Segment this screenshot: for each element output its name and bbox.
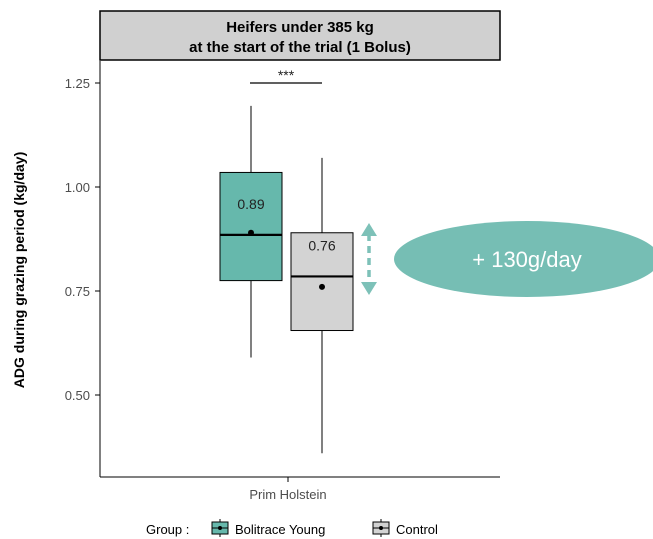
interquartile-box <box>219 171 283 282</box>
facet-title-line2: at the start of the trial (1 Bolus) <box>189 39 411 56</box>
box-control: 0.76 <box>290 157 354 454</box>
y-tick-label: 0.50 <box>65 388 90 403</box>
difference-callout <box>394 221 653 297</box>
mean-point <box>248 229 254 236</box>
x-tick-label: Prim Holstein <box>249 487 326 502</box>
y-tick-label: 0.75 <box>65 284 90 299</box>
legend: Group : Bolitrace Young Control <box>146 519 438 537</box>
significance-label: *** <box>278 67 295 83</box>
legend-label-bolitrace-young: Bolitrace Young <box>235 522 325 537</box>
box-bolitrace-young: 0.89 <box>219 105 283 358</box>
mean-label: 0.89 <box>237 196 264 212</box>
legend-title: Group : <box>146 522 189 537</box>
y-tick-label: 1.25 <box>65 76 90 91</box>
mean-point <box>319 283 325 290</box>
y-tick-label: 1.00 <box>65 180 90 195</box>
mean-label: 0.76 <box>308 237 335 253</box>
y-ticks: 0.50 0.75 1.00 1.25 <box>65 76 100 403</box>
boxplot-series: 0.89 0.76 <box>219 105 354 454</box>
difference-callout-text: + 130g/day <box>472 247 581 272</box>
interquartile-box <box>290 232 354 332</box>
legend-label-control: Control <box>396 522 438 537</box>
y-axis-title: ADG during grazing period (kg/day) <box>11 152 27 388</box>
facet-strip <box>99 10 501 61</box>
difference-arrow <box>361 223 377 295</box>
legend-key-control <box>372 519 390 537</box>
facet-title-line1: Heifers under 385 kg <box>226 19 374 36</box>
legend-key-bolitrace-young <box>211 519 229 537</box>
